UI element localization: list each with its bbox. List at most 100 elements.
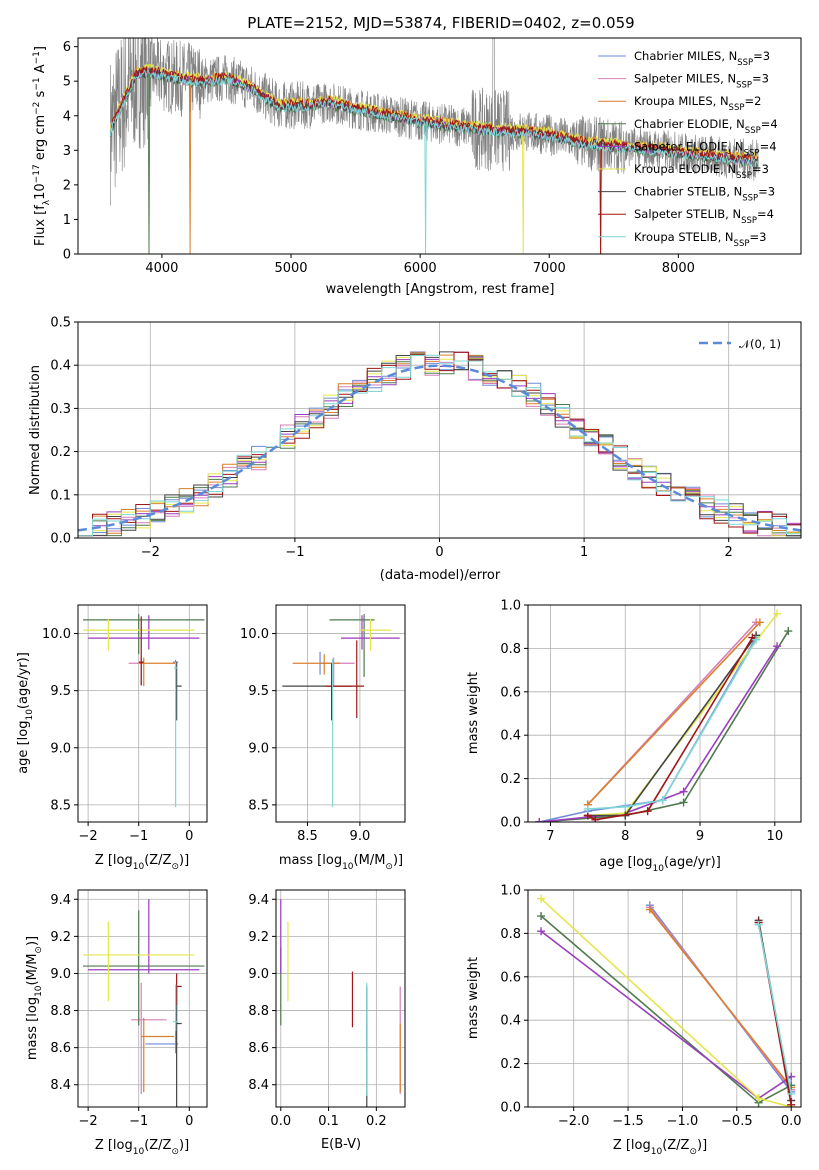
y-tick-label: 0.8 [500,642,521,657]
x-tick-label: 10 [767,829,784,844]
series-marker [679,787,688,796]
y-tick-label: 0.2 [500,1057,521,1072]
errorbar-point-7 [138,616,144,685]
y-tick-label: 9.2 [248,930,269,945]
series-marker [537,912,546,921]
series-marker [583,804,592,813]
x-tick-label: −2 [141,545,160,560]
series-4 [537,927,796,1103]
errorbar-point-2 [141,1017,175,1093]
errorbar-point-0 [145,1025,179,1054]
x-tick-label: 0.1 [318,1114,339,1129]
axes-mass_weight_vs_Z: −2.0 −1.5 −1.0 −0.5 0.0 0.0 0.2 0.4 0.6 0.8 1.0 Z [… [466,884,802,1158]
legend-entry: Salpeter MILES, NSSP=3 [634,72,769,91]
x-tick-label: 5000 [274,261,307,276]
y-tick-label: 8.5 [248,798,269,813]
series-8 [583,635,761,813]
series-marker [787,1089,796,1098]
errorbar-point-2 [138,657,177,687]
series-marker [537,927,546,936]
x-tick-label: −0.5 [721,1114,753,1129]
x-tick-label: −2 [79,1114,98,1129]
axes-age_vs_mass: 8.5 9.0 8.5 9.0 9.5 10.0 mass [log10(M/M⊙)] [240,604,406,872]
series-marker [754,1094,763,1103]
series-0 [535,633,761,822]
axes-frame [77,889,208,1108]
series-line [539,645,778,822]
y-tick-label: 9.0 [50,967,71,982]
plot-area-age_vs_Z [83,614,205,808]
series-marker [754,920,763,929]
y-tick-label: 10.0 [42,627,71,642]
errorbar-point-4 [88,899,200,974]
y-tick-label: 9.5 [248,684,269,699]
series-marker [658,796,667,805]
legend-entry: Salpeter STELIB, NSSP=4 [634,207,774,226]
plot-area-residuals [78,351,801,537]
series-8 [754,920,796,1098]
axes-frame [77,604,208,823]
y-axis-label: Flux [fλ10−17 erg cm−2 s−1 A−1] [32,46,52,246]
x-axis-label: age [log10(age/yr)] [599,855,721,874]
x-tick-label: −1 [129,1114,148,1129]
y-tick-label: 8.5 [50,798,71,813]
x-tick-label: −1 [285,545,304,560]
x-axis-label: mass [log10(M/M⊙)] [279,853,403,872]
axes-frame [527,604,802,823]
y-tick-label: 9.4 [248,893,269,908]
y-tick-label: 8.8 [50,1004,71,1019]
x-tick-label: 4000 [145,261,178,276]
series-marker [773,609,782,618]
x-axis-label: Z [log10(Z/Z⊙)] [95,1138,189,1157]
axes-mass_vs_Z: −2 −1 0 8.4 8.6 8.8 9.0 9.2 9.4 Z [log10(Z/Z⊙)] ma… [25,889,208,1157]
series-line [539,630,789,822]
series-marker [784,627,793,636]
series-7 [583,633,757,822]
gaussian-curve [78,364,801,532]
series-2 [583,618,764,809]
legend-top: Chabrier MILES, NSSP=3 Salpeter MILES, NS… [598,49,778,249]
errorbar-point-5 [83,921,195,1002]
series-marker [537,894,546,903]
x-tick-label: 0.2 [366,1114,387,1129]
series-marker [755,618,764,627]
x-tick-label: 9.0 [350,829,371,844]
axes-mass_vs_ebv: 0.0 0.1 0.2 8.4 8.6 8.8 9.0 9.2 9.4 E(B-V) [248,889,406,1152]
y-tick-label: 0.0 [500,1101,521,1116]
axes-frame [527,889,802,1108]
y-tick-label: 10.0 [240,627,269,642]
series-line [757,924,792,1095]
series-marker [643,807,652,816]
series-marker [535,818,544,822]
plot-area-mass_vs_Z [83,899,205,1107]
series-marker [773,642,782,651]
series-3 [537,912,796,1107]
y-tick-label: 2 [63,178,71,193]
y-tick-label: 8.4 [50,1078,71,1093]
y-axis-label: mass weight [466,672,481,754]
x-tick-label: −1.5 [612,1114,644,1129]
series-line [587,621,761,806]
x-axis-label: Z [log10(Z/Z⊙)] [613,1138,707,1157]
y-tick-label: 0 [63,248,71,263]
x-axis-label: Z [log10(Z/Z⊙)] [95,853,189,872]
series-3 [535,627,793,822]
series-marker [591,815,600,822]
x-tick-label: 1 [580,545,588,560]
legend-entry: Kroupa ELODIE, NSSP=3 [634,162,769,181]
axes-frame [77,37,802,255]
errorbar-point-3 [329,614,375,677]
y-tick-label: 8.8 [248,1004,269,1019]
axes-frame [275,889,406,1108]
series-6 [583,631,761,820]
errorbar-point-1 [131,982,167,1095]
errorbar-point-5 [359,618,392,651]
y-tick-label: 0.5 [50,316,71,331]
errorbar-point-3 [83,614,205,655]
series-marker [621,802,630,811]
y-tick-label: 3 [63,144,71,159]
legend-entry: Chabrier ELODIE, NSSP=4 [634,117,778,136]
legend-entry: Chabrier MILES, NSSP=3 [634,49,770,68]
